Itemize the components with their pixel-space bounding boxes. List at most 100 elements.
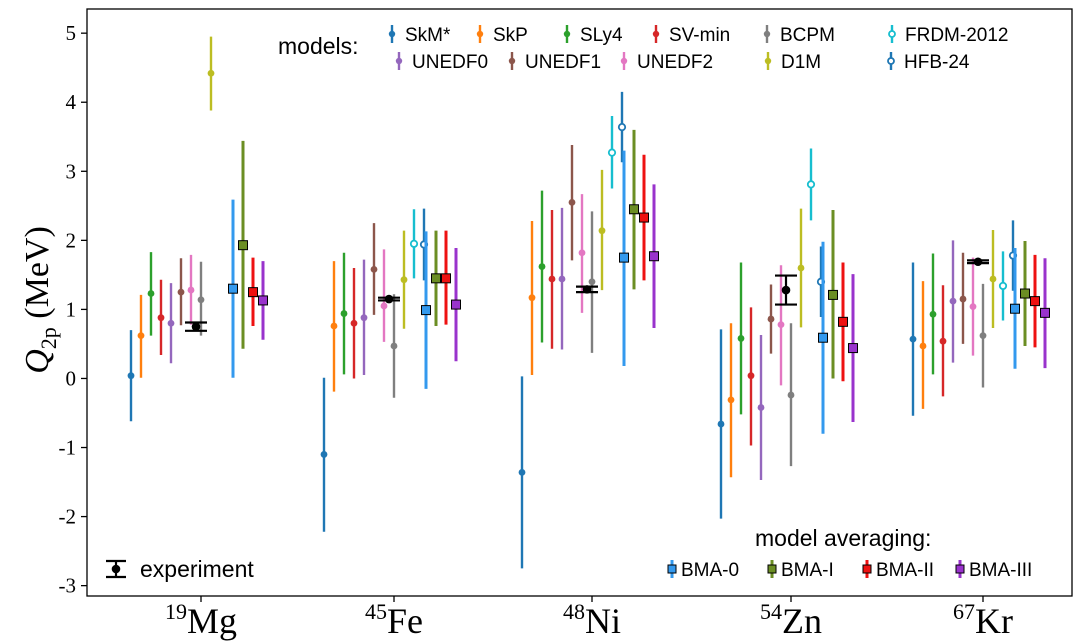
- legends: models: SkM* SkP SLy4 SV-min BCPM FRDM-2012 UNE…: [106, 25, 1032, 582]
- model-point: [949, 297, 957, 305]
- model-point: [998, 281, 1008, 291]
- legend-marker: [862, 564, 872, 574]
- average-point: [441, 273, 451, 284]
- legend-marker: [620, 57, 628, 65]
- legend-label: UNEDF2: [637, 52, 713, 73]
- model-point: [167, 319, 175, 327]
- legend-marker: [888, 30, 896, 38]
- model-point: [518, 468, 526, 476]
- model-point: [909, 335, 917, 343]
- model-point: [538, 263, 546, 270]
- legend-marker: [652, 30, 660, 38]
- model-point: [969, 303, 977, 311]
- model-point: [548, 275, 556, 283]
- y-tick-label: -2: [59, 505, 77, 529]
- legend-label: D1M: [781, 52, 821, 73]
- average-point: [629, 204, 639, 215]
- legend-marker: [388, 30, 396, 38]
- average-point: [431, 273, 441, 284]
- model-point: [727, 396, 735, 404]
- y-axis-label: Q2p (MeV): [19, 226, 61, 374]
- model-point: [340, 310, 348, 317]
- y-tick-label: -1: [59, 436, 77, 460]
- average-point: [258, 295, 268, 306]
- average-point: [649, 251, 659, 262]
- experiment-point: [582, 285, 592, 294]
- model-point: [197, 296, 205, 304]
- model-point: [797, 264, 805, 272]
- legend-label: UNEDF1: [525, 52, 601, 73]
- legend-label: SV-min: [669, 25, 730, 46]
- x-tick-label: 54Zn: [760, 599, 822, 641]
- model-point: [207, 69, 215, 77]
- legend-marker: [476, 30, 484, 38]
- model-point: [187, 286, 195, 294]
- legend-label: SkM*: [405, 25, 451, 46]
- model-point: [747, 372, 755, 380]
- legend-label: SLy4: [580, 25, 623, 46]
- y-tick-label: 4: [66, 90, 77, 114]
- model-point: [157, 314, 165, 322]
- models-legend-title: models:: [278, 33, 359, 59]
- legend-label: BCPM: [780, 25, 835, 46]
- model-point: [767, 315, 775, 323]
- model-point: [959, 295, 967, 303]
- model-point: [409, 239, 419, 248]
- legend-marker: [508, 57, 516, 65]
- y-tick-label: 0: [66, 366, 77, 390]
- legend-marker: [955, 564, 965, 574]
- legend-marker: [763, 30, 771, 38]
- average-point: [828, 289, 838, 300]
- x-tick-label: 67Kr: [953, 599, 1013, 641]
- model-point: [919, 342, 927, 350]
- model-point: [607, 148, 617, 157]
- model-point: [598, 227, 606, 235]
- model-point: [350, 319, 358, 327]
- model-point: [588, 278, 596, 286]
- model-point: [330, 322, 338, 330]
- average-point: [451, 299, 461, 310]
- experiment-point: [191, 322, 201, 331]
- model-point: [528, 294, 536, 302]
- model-point: [989, 275, 997, 283]
- average-point: [1010, 303, 1020, 314]
- model-point: [939, 337, 947, 345]
- average-point: [248, 287, 258, 298]
- x-tick-label: 48Ni: [563, 599, 621, 641]
- average-point: [838, 316, 848, 327]
- model-point: [979, 332, 987, 340]
- legend-label: SkP: [493, 25, 528, 46]
- legend-label: BMA-III: [969, 560, 1032, 581]
- legend-label: BMA-0: [681, 560, 739, 581]
- model-point: [787, 391, 795, 399]
- model-point: [757, 404, 765, 411]
- legend-marker: [764, 57, 772, 65]
- legend-marker: [395, 57, 403, 65]
- model-point: [578, 249, 586, 257]
- average-point: [619, 252, 629, 263]
- legend-label: BMA-I: [781, 560, 834, 581]
- model-point: [177, 288, 185, 296]
- model-point: [137, 332, 145, 340]
- plot-frame: [86, 8, 1073, 597]
- average-point: [1030, 296, 1040, 307]
- model-point: [737, 335, 745, 342]
- y-tick-label: 2: [66, 228, 77, 252]
- experiment-point: [781, 285, 791, 295]
- average-point: [1020, 288, 1030, 299]
- experiment-point: [384, 294, 394, 304]
- legend-label: UNEDF0: [412, 52, 488, 73]
- model-point: [380, 302, 388, 310]
- legend-label: experiment: [140, 556, 254, 582]
- model-point: [390, 342, 398, 350]
- x-tick-label: 45Fe: [365, 599, 423, 641]
- y-tick-label: 3: [66, 159, 77, 183]
- legend-marker: [111, 564, 121, 574]
- model-point: [806, 180, 816, 189]
- legend-label: BMA-II: [876, 560, 934, 581]
- legend-label: HFB-24: [904, 52, 970, 73]
- model-point: [127, 372, 135, 380]
- data-marks: [127, 36, 1050, 569]
- y-tick-label: 5: [66, 21, 77, 45]
